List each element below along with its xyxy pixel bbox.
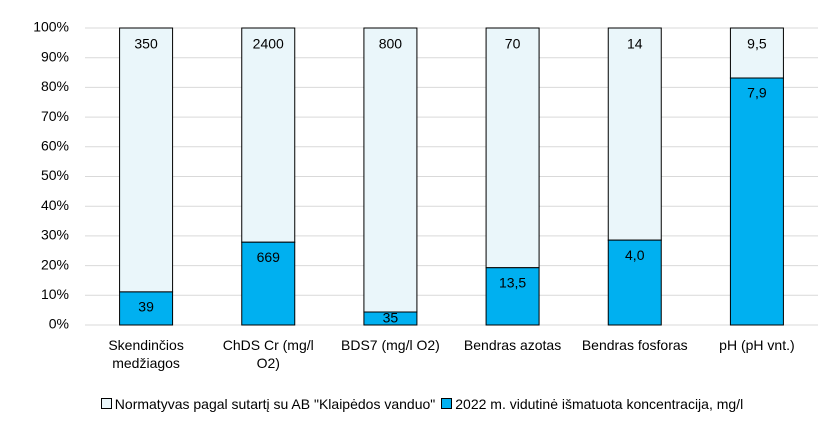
data-label: 7,9	[747, 85, 767, 101]
x-tick-label: BDS7 (mg/l O2)	[341, 337, 440, 353]
legend-swatch	[100, 398, 112, 409]
x-tick-label: ChDS Cr (mg/l O2)	[222, 337, 314, 371]
x-tick-label: Bendras azotas	[463, 337, 562, 353]
data-label: 70	[505, 36, 521, 52]
bar-segment	[729, 27, 784, 79]
bar-segment	[485, 267, 540, 326]
data-label: 2400	[253, 36, 284, 52]
x-tick-label: Bendras fosforas	[581, 337, 688, 353]
y-tick-label: 0%	[49, 316, 69, 332]
y-tick-label: 90%	[41, 48, 69, 64]
y-tick-label: 60%	[41, 138, 69, 154]
data-label: 39	[138, 299, 154, 315]
data-label: 350	[134, 36, 158, 52]
data-label: 35	[383, 310, 399, 326]
bar-segment	[607, 27, 662, 241]
legend: Normatyvas pagal sutartį su AB "Klaipėdo…	[0, 396, 838, 412]
y-tick-label: 10%	[41, 286, 69, 302]
data-label: 4,0	[625, 247, 645, 263]
y-tick-label: 40%	[41, 197, 69, 213]
bar-segment	[363, 311, 418, 326]
bar-segment	[485, 27, 540, 269]
y-tick-label: 100%	[33, 19, 69, 35]
bar-segment	[363, 27, 418, 313]
legend-swatch	[441, 398, 453, 409]
data-label: 13,5	[499, 274, 526, 290]
bar-segment	[119, 27, 174, 293]
data-label: 9,5	[747, 36, 767, 52]
data-label: 14	[627, 36, 643, 52]
bar-segment	[241, 241, 296, 326]
legend-label: 2022 m. vidutinė išmatuota koncentracija…	[455, 396, 744, 412]
y-tick-label: 30%	[41, 227, 69, 243]
data-label: 669	[257, 249, 281, 265]
y-tick-label: 80%	[41, 78, 69, 94]
y-tick-label: 50%	[41, 167, 69, 183]
x-tick-label: pH (pH vnt.)	[719, 337, 795, 353]
y-tick-label: 20%	[41, 256, 69, 272]
legend-label: Normatyvas pagal sutartį su AB "Klaipėdo…	[114, 396, 436, 412]
data-label: 800	[379, 36, 403, 52]
bar-segment	[241, 27, 296, 243]
x-tick-label: Skendinčios medžiagos	[108, 337, 184, 371]
bar-segment	[729, 77, 784, 326]
bar-segment	[607, 239, 662, 326]
y-tick-label: 70%	[41, 108, 69, 124]
bar-segment	[119, 291, 174, 326]
